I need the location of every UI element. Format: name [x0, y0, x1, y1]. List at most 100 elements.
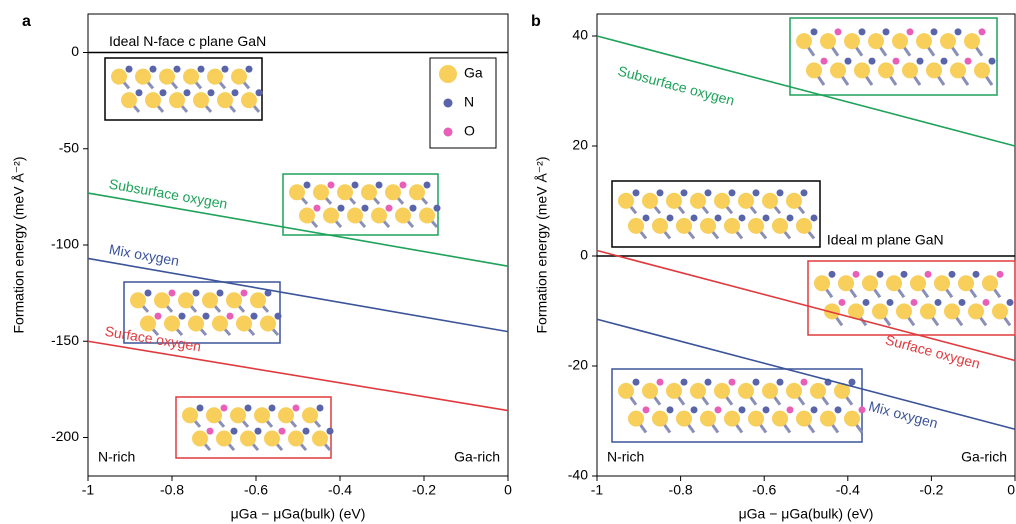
x-tick-label: -0.8 [160, 482, 184, 498]
x-tick-label: -0.4 [328, 482, 352, 498]
n-atom [222, 66, 229, 73]
n-atom [643, 406, 650, 413]
ga-atom [188, 315, 204, 331]
ga-atom [676, 411, 692, 427]
n-atom [911, 299, 918, 306]
ga-atom [886, 275, 902, 291]
n-atom [959, 299, 966, 306]
n-atom [1007, 299, 1014, 306]
n-atom [657, 189, 664, 196]
legend-swatch [444, 128, 453, 137]
n-atom [691, 214, 698, 221]
n-atom [179, 313, 186, 320]
x-tick-label: -1 [591, 482, 604, 498]
right-annotation: Ga-rich [454, 449, 500, 465]
y-tick-label: 0 [580, 247, 588, 263]
n-atom [821, 58, 828, 65]
y-tick-label: -40 [568, 467, 588, 483]
ga-atom [666, 193, 682, 209]
ga-atom [236, 315, 252, 331]
n-atom [983, 299, 990, 306]
x-axis-label: μGa − μGa(bulk) (eV) [739, 506, 874, 522]
n-atom [739, 214, 746, 221]
n-atom [424, 181, 431, 188]
figure: a-200-150-100-500-1-0.8-0.6-0.4-0.20μGa … [0, 0, 1016, 524]
n-atom [763, 406, 770, 413]
ga-atom [690, 383, 706, 399]
x-tick-label: 0 [1007, 482, 1015, 498]
n-atom [835, 406, 842, 413]
ga-atom [896, 303, 912, 319]
n-atom [338, 205, 345, 212]
ga-atom [820, 33, 836, 49]
n-atom [753, 189, 760, 196]
ga-atom [738, 193, 754, 209]
ga-atom [130, 292, 146, 308]
n-atom [853, 271, 860, 278]
panel-label: b [531, 13, 541, 30]
n-atom [845, 58, 852, 65]
n-atom [386, 205, 393, 212]
n-atom [705, 189, 712, 196]
n-atom [829, 271, 836, 278]
n-atom [787, 214, 794, 221]
ga-atom [642, 193, 658, 209]
right-annotation: Ga-rich [961, 449, 1007, 465]
n-atom [293, 404, 300, 411]
ga-atom [916, 33, 932, 49]
n-atom [691, 406, 698, 413]
series-label: Mix oxygen [867, 398, 940, 431]
n-atom [763, 214, 770, 221]
n-atom [193, 289, 200, 296]
n-atom [859, 28, 866, 35]
ga-atom [974, 62, 990, 78]
n-atom [275, 313, 282, 320]
ga-atom [226, 292, 242, 308]
ga-atom [892, 33, 908, 49]
ga-atom [288, 430, 304, 446]
ga-atom [868, 33, 884, 49]
legend-label: N [464, 94, 474, 110]
ga-atom [748, 411, 764, 427]
n-atom [633, 189, 640, 196]
ga-atom [714, 193, 730, 209]
n-atom [777, 379, 784, 386]
ga-atom [854, 62, 870, 78]
ga-atom [193, 92, 209, 108]
ga-atom [192, 430, 208, 446]
n-atom [410, 205, 417, 212]
ga-atom [700, 218, 716, 234]
ga-atom [958, 275, 974, 291]
n-atom [715, 214, 722, 221]
n-atom [965, 58, 972, 65]
ga-atom [216, 430, 232, 446]
n-atom [801, 189, 808, 196]
ga-atom [169, 92, 185, 108]
left-annotation: N-rich [607, 449, 644, 465]
ga-atom [844, 411, 860, 427]
ga-atom [313, 184, 329, 200]
n-atom [251, 313, 258, 320]
ga-atom [260, 315, 276, 331]
n-atom [169, 289, 176, 296]
x-tick-label: 0 [504, 482, 512, 498]
ga-atom [738, 383, 754, 399]
ga-atom [183, 69, 199, 85]
ga-atom [121, 92, 137, 108]
ga-atom [950, 62, 966, 78]
n-atom [935, 299, 942, 306]
structure-inset [612, 369, 862, 442]
n-atom [231, 428, 238, 435]
ga-atom [838, 275, 854, 291]
x-tick-label: -0.6 [244, 482, 268, 498]
n-atom [753, 379, 760, 386]
ga-atom [299, 207, 315, 223]
series-label: Ideal N-face c plane GaN [109, 33, 266, 49]
ga-atom [652, 218, 668, 234]
ga-atom [926, 62, 942, 78]
ga-atom [786, 383, 802, 399]
legend-swatch [439, 65, 457, 83]
n-atom [227, 313, 234, 320]
n-atom [859, 406, 866, 413]
ga-atom [700, 411, 716, 427]
